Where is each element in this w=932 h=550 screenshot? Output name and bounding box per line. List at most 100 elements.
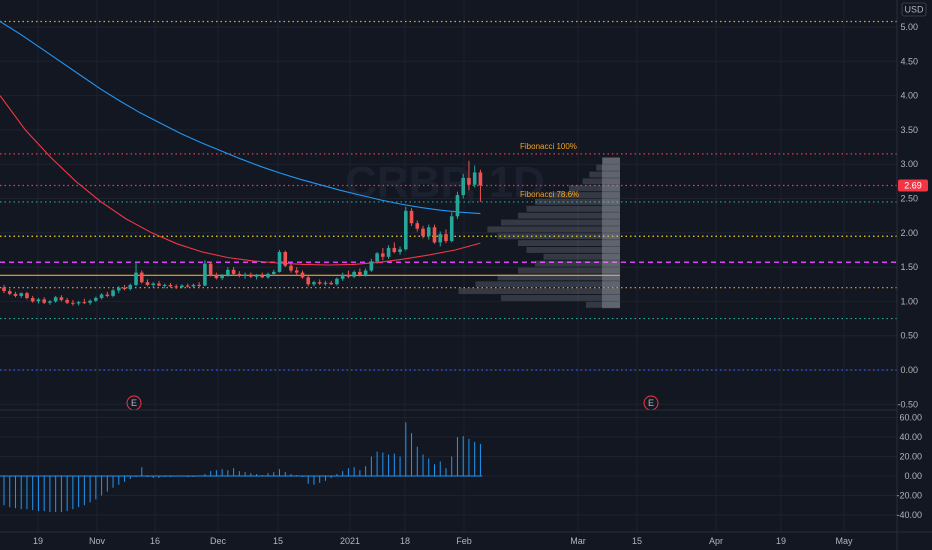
candle-body xyxy=(461,177,465,196)
candle-body xyxy=(340,274,345,279)
price-tick-label: 4.00 xyxy=(900,91,918,101)
candle-body xyxy=(421,228,425,237)
candle-body xyxy=(220,275,224,279)
candle-body xyxy=(289,265,293,271)
volume-profile-bar xyxy=(596,164,620,171)
candle-body xyxy=(151,283,156,285)
candle-body xyxy=(438,234,443,243)
price-axis[interactable]: 5.00 4.50 4.00 3.50 3.00 2.50 2.00 1.50 1.00 0.50… xyxy=(897,22,918,409)
candle-body xyxy=(404,210,408,250)
candle-body xyxy=(352,271,356,277)
candle-body xyxy=(203,263,207,286)
candle-body xyxy=(375,253,379,262)
volume-profile-bar xyxy=(582,178,620,185)
candle-body xyxy=(174,286,178,288)
volume-profile-bar xyxy=(603,157,620,164)
oscillator-axis[interactable]: 60.00 40.00 20.00 0.00 -20.00 -40.00 xyxy=(896,413,922,521)
candle-body xyxy=(117,287,121,291)
candle-body xyxy=(82,302,87,304)
candle-body xyxy=(260,275,265,278)
candle-body xyxy=(231,269,236,274)
moving-averages[interactable] xyxy=(0,21,481,266)
time-tick-label: 16 xyxy=(150,536,160,546)
price-tick-label: -0.50 xyxy=(897,399,918,409)
time-axis[interactable]: 19 Nov 16 Dec 15 2021 18 Feb Mar 15 Apr 19 May xyxy=(33,536,853,546)
candle-body xyxy=(449,216,454,242)
candle-body xyxy=(363,270,368,276)
volume-profile-bar xyxy=(487,226,620,233)
candle-body xyxy=(358,271,362,276)
volume-profile-value-area xyxy=(602,157,620,309)
candles[interactable] xyxy=(2,160,483,306)
time-tick-label: 15 xyxy=(273,536,283,546)
earnings-marker-label: E xyxy=(131,398,137,408)
candle-body xyxy=(53,297,58,302)
osc-tick-label: 20.00 xyxy=(899,452,922,462)
fibonacci-label: Fibonacci 100% xyxy=(520,142,577,151)
candle-body xyxy=(48,301,52,303)
time-tick-label: Nov xyxy=(89,536,106,546)
time-tick-label: Apr xyxy=(709,536,723,546)
candle-body xyxy=(444,234,448,242)
horizontal-levels[interactable] xyxy=(0,20,897,371)
candle-body xyxy=(237,273,242,277)
candle-body xyxy=(306,277,311,285)
time-tick-label: May xyxy=(835,536,853,546)
volume-profile-bar xyxy=(589,171,620,178)
candle-body xyxy=(455,195,460,217)
time-tick-label: Mar xyxy=(570,536,586,546)
candle-body xyxy=(180,285,184,287)
currency-text: USD xyxy=(904,5,924,15)
candle-body xyxy=(346,274,351,277)
symbol-watermark: CRBP, 1D xyxy=(345,158,545,207)
volume-profile-bar xyxy=(526,247,620,253)
candle-body xyxy=(128,284,133,290)
volume-profile-bar xyxy=(535,199,620,205)
candle-body xyxy=(65,300,69,303)
volume-profile-bar xyxy=(475,281,620,288)
time-tick-label: Dec xyxy=(210,536,227,546)
candle-body xyxy=(71,302,75,304)
candle-body xyxy=(76,302,81,304)
currency-label[interactable]: USD xyxy=(901,2,927,17)
candle-body xyxy=(122,287,127,290)
osc-tick-label: -40.00 xyxy=(896,510,922,520)
candle-body xyxy=(472,172,477,185)
price-tick-label: 4.50 xyxy=(900,56,918,66)
volume-profile-bar xyxy=(458,288,620,295)
candle-body xyxy=(134,272,138,285)
candle-body xyxy=(467,177,471,185)
time-tick-label: 2021 xyxy=(340,536,360,546)
volume-profile-bar xyxy=(535,260,620,267)
price-tick-label: 5.00 xyxy=(900,22,918,32)
volume-profile[interactable] xyxy=(458,157,621,309)
time-tick-label: 19 xyxy=(33,536,43,546)
volume-profile-bar xyxy=(518,240,620,247)
volume-profile-bar xyxy=(497,274,620,281)
candle-body xyxy=(59,297,64,301)
candle-body xyxy=(94,297,98,301)
candle-body xyxy=(415,223,420,229)
price-tick-label: 1.50 xyxy=(900,262,918,272)
candle-body xyxy=(329,282,333,285)
candle-body xyxy=(409,210,414,224)
earnings-marker-label: E xyxy=(648,398,654,408)
time-tick-label: Feb xyxy=(456,536,472,546)
osc-tick-label: 40.00 xyxy=(899,432,922,442)
candle-body xyxy=(398,249,402,253)
candle-body xyxy=(254,275,259,277)
candle-body xyxy=(312,282,316,285)
candle-body xyxy=(266,273,270,278)
candle-body xyxy=(13,293,18,296)
volume-profile-bar xyxy=(497,233,620,240)
candle-body xyxy=(249,274,253,277)
candle-body xyxy=(369,261,374,271)
osc-tick-label: -20.00 xyxy=(896,491,922,501)
candle-body xyxy=(226,269,230,276)
candle-body xyxy=(36,299,41,302)
price-tick-label: 0.50 xyxy=(900,331,918,341)
candle-body xyxy=(426,227,431,237)
candle-body xyxy=(317,282,322,284)
volume-profile-bar xyxy=(518,267,620,274)
